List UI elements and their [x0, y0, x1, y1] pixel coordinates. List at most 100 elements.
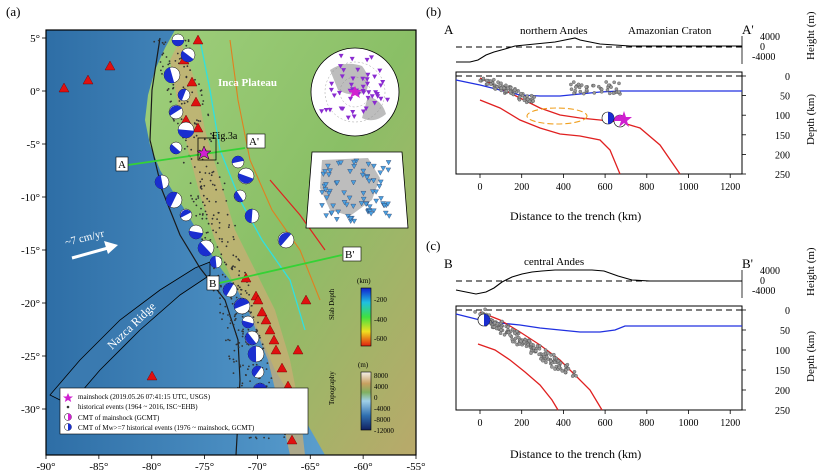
station-triangle [378, 196, 384, 202]
event-dot [173, 119, 175, 122]
hypocenter [485, 82, 490, 86]
station-triangle [369, 94, 375, 99]
event-dot [215, 231, 218, 234]
event-dot [231, 266, 234, 268]
event-dot [157, 39, 160, 42]
volcano-triangle [252, 294, 264, 305]
event-dot [232, 372, 235, 374]
hypocenter [599, 87, 604, 92]
event-dot [176, 52, 179, 55]
station-triangle [331, 93, 337, 98]
cmt-beachball-fill [238, 173, 254, 184]
event-dot [242, 364, 244, 367]
volcano-triangle [292, 344, 304, 355]
longitude-ticks: -90° -85° -80° -75° -70° -65° -60° -55° [36, 455, 426, 473]
event-dot [252, 363, 255, 366]
event-dot [238, 274, 240, 277]
event-dot [240, 288, 243, 291]
hypocenter [543, 348, 548, 352]
event-dot [200, 207, 202, 210]
depth-tick-label: 200 [775, 386, 790, 397]
hypocenter [563, 370, 568, 375]
volcano-triangle [82, 74, 94, 85]
depth-tick-label: 250 [775, 170, 790, 181]
event-dot [236, 343, 239, 345]
event-dot [197, 120, 200, 122]
event-dot [185, 75, 188, 78]
cmt-beachball-fill [177, 129, 194, 139]
volcano-triangle [260, 314, 272, 325]
cmt-beachball-fill [169, 105, 182, 116]
height-tick: 0 [760, 42, 765, 53]
height-tick: 4000 [760, 266, 780, 277]
hypocenter [527, 338, 531, 343]
station-triangle [349, 56, 355, 62]
label-fig3a: Fig.3a [212, 131, 238, 142]
depth-tick-label: 250 [775, 406, 790, 417]
hypocenter [556, 359, 561, 363]
station-triangle [364, 57, 370, 63]
event-dot [205, 165, 208, 168]
station-triangle [334, 180, 340, 186]
station-triangle [376, 184, 383, 190]
label-profile-b-prime: B' [345, 249, 354, 261]
distance-tick-label: 600 [598, 182, 613, 193]
station-triangle [326, 172, 332, 178]
cmt-beachball-fill [188, 230, 203, 239]
event-dot [210, 132, 212, 135]
event-dot [228, 224, 231, 226]
volcano-triangle [146, 370, 158, 381]
station-triangle [324, 195, 330, 201]
slab-unit: (km) [357, 277, 371, 285]
depth-tick-label: 100 [775, 111, 790, 122]
hypocenter [557, 365, 562, 370]
distance-ticks-c: 0 200 400 600 800 1000 1200 [478, 410, 740, 429]
station-triangle [341, 200, 348, 206]
event-dot [212, 214, 215, 217]
event-dot [237, 284, 240, 287]
section-beachball-c [477, 313, 491, 327]
station-triangle [327, 107, 333, 113]
event-dot [262, 347, 265, 350]
lon-tick-label: -65° [301, 461, 320, 473]
event-dot [168, 62, 171, 65]
event-dot [208, 172, 211, 175]
slab-tick: -600 [374, 335, 387, 343]
event-dot [218, 291, 221, 294]
topo-tick: 4000 [374, 383, 389, 391]
profile-line-bb [214, 254, 343, 285]
volcano-triangle [256, 306, 268, 317]
hypocenter [506, 330, 511, 335]
station-triangle [372, 101, 378, 106]
lon-tick-label: -75° [195, 461, 214, 473]
event-dot [250, 304, 253, 307]
hypocenter [529, 351, 533, 355]
station-triangle [385, 167, 392, 173]
event-dot [206, 197, 209, 200]
event-dot [263, 436, 265, 439]
topo-tick: -4000 [374, 405, 391, 413]
station-triangle [351, 114, 357, 119]
hypocenter [500, 319, 504, 324]
event-dot [172, 83, 175, 86]
label-profile-a: A [118, 159, 126, 171]
station-triangle [386, 213, 392, 219]
label-box-a [115, 156, 129, 172]
mainshock-star [196, 145, 212, 160]
station-triangle [350, 203, 357, 209]
hypocenter [525, 97, 530, 102]
event-dot [236, 288, 239, 290]
event-dot [203, 138, 206, 141]
event-dot [199, 171, 201, 174]
legend-item: historical events (1964 ~ 2016, ISC~EHB) [78, 403, 198, 411]
event-dot [166, 89, 169, 92]
station-triangle [371, 163, 377, 169]
event-dot [199, 120, 202, 122]
station-triangle [330, 203, 336, 209]
station-triangle [328, 87, 334, 93]
event-dot [218, 221, 221, 224]
hypocenter [544, 355, 549, 359]
depth-axis-label: Depth (km) [805, 94, 817, 145]
latitude-ticks: 5° 0° -5° -10° -15° -20° -25° -30° [21, 33, 46, 416]
